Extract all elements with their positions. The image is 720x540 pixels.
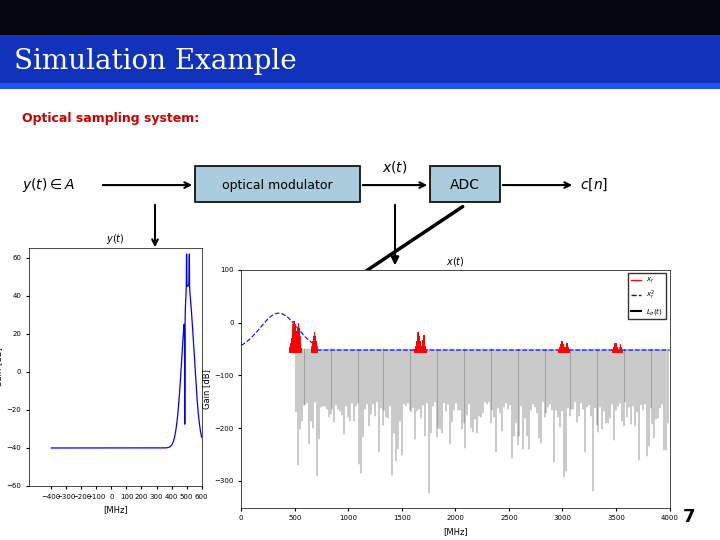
Text: $y(t)$: $y(t)$ [106,232,125,246]
Bar [0,80,720,83]
Bar [0,81,720,83]
Bar [0,79,720,82]
Bar [0,79,720,82]
Text: $x(t)$: $x(t)$ [446,255,464,268]
Bar [0,80,720,83]
Text: optical modulator: optical modulator [222,179,333,192]
X-axis label: [MHz]: [MHz] [103,505,127,514]
Text: Simulation Example: Simulation Example [14,48,297,75]
Bar [0,79,720,82]
Bar [0,79,720,82]
Bar [0,80,720,83]
Legend: $x_r$, $x^2_r$, $L_{\sigma}(t)$: $x_r$, $x^2_r$, $L_{\sigma}(t)$ [628,273,666,320]
Bar [0,81,720,83]
Text: $x(t)$: $x(t)$ [382,159,408,175]
Bar [0,80,720,83]
Bar [0,80,720,82]
Y-axis label: Gain [dB]: Gain [dB] [202,369,212,409]
Text: ADC: ADC [450,178,480,192]
Bar [0,80,720,82]
Text: $y(t) \in A$: $y(t) \in A$ [22,176,75,194]
Bar [0,79,720,82]
X-axis label: [MHz]: [MHz] [443,527,468,536]
Text: $c[n]$: $c[n]$ [580,177,608,193]
Bar [195,166,360,202]
Text: Optical sampling system:: Optical sampling system: [22,112,199,125]
Bar [0,81,720,84]
Text: 7: 7 [683,509,695,526]
Y-axis label: Gain [dB]: Gain [dB] [0,347,4,387]
Bar [0,80,720,83]
Bar [430,166,500,202]
Bar [0,80,720,83]
Bar [0,79,720,82]
Bar [0,81,720,84]
Bar [0,81,720,84]
Bar [0,80,720,83]
